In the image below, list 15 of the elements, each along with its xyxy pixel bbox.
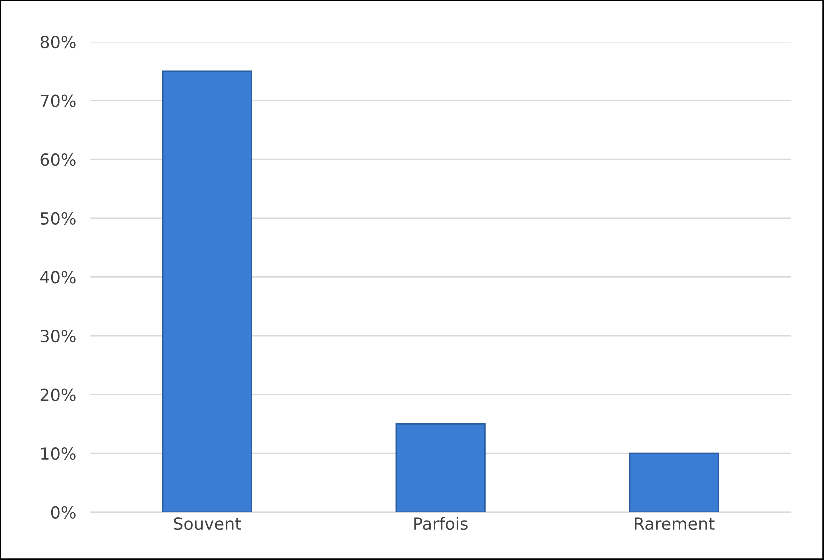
y-tick-label: 40% <box>40 271 76 284</box>
bar <box>162 70 252 512</box>
y-tick-label: 10% <box>42 448 76 460</box>
y-tick-label: 0% <box>51 506 76 519</box>
y-tick-label: 80% <box>40 36 76 49</box>
bar <box>396 424 486 512</box>
y-tick-label: 20% <box>40 388 76 402</box>
x-tick-label: Souvent <box>174 518 242 530</box>
x-tick-label: Rarement <box>635 518 715 530</box>
x-tick-label: Parfois <box>414 517 468 530</box>
y-tick-label: 70% <box>41 94 76 108</box>
y-tick-label: 60% <box>40 154 76 166</box>
bar <box>629 452 720 512</box>
y-tick-label: 50% <box>40 212 76 225</box>
y-tick-label: 30% <box>40 330 76 343</box>
